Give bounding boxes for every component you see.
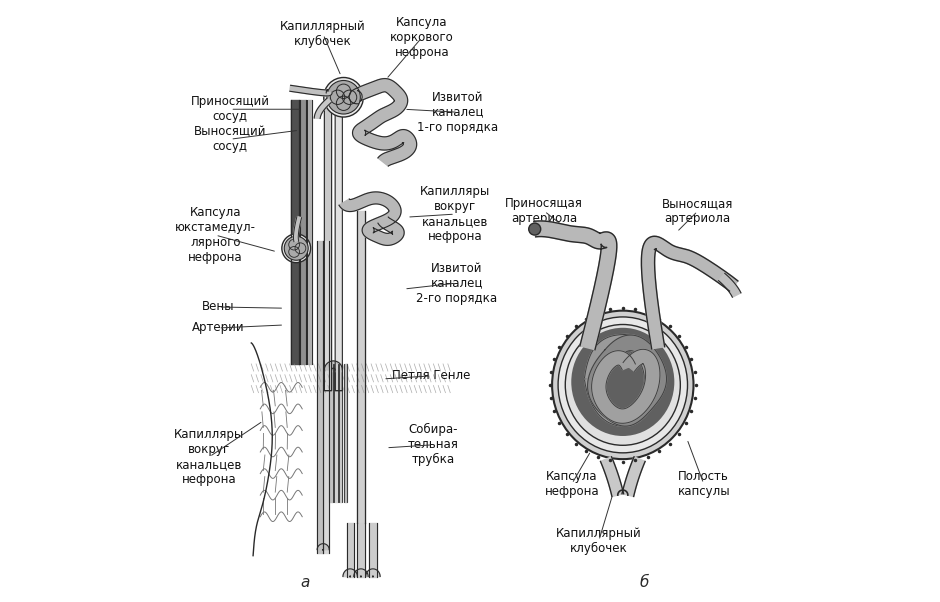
Circle shape: [528, 223, 540, 235]
Text: Капсула
нефрона: Капсула нефрона: [544, 470, 599, 498]
Polygon shape: [336, 98, 342, 391]
Text: Капилляры
вокруг
канальцев
нефрона: Капилляры вокруг канальцев нефрона: [420, 185, 490, 243]
Polygon shape: [357, 523, 365, 577]
Polygon shape: [307, 101, 312, 364]
Text: Капиллярный
клубочек: Капиллярный клубочек: [556, 527, 642, 555]
Ellipse shape: [565, 324, 681, 445]
Polygon shape: [343, 364, 347, 501]
Text: Артерии: Артерии: [192, 321, 244, 335]
Polygon shape: [366, 569, 380, 577]
Polygon shape: [329, 364, 333, 501]
Text: Петля Генле: Петля Генле: [392, 370, 470, 382]
Text: Капиллярный
клубочек: Капиллярный клубочек: [280, 20, 366, 48]
Polygon shape: [339, 192, 404, 246]
Text: б: б: [639, 575, 649, 590]
Polygon shape: [334, 364, 337, 501]
Circle shape: [327, 81, 360, 114]
Text: а: а: [301, 575, 310, 590]
Text: Вены: Вены: [202, 300, 235, 314]
Polygon shape: [293, 217, 302, 241]
Polygon shape: [323, 241, 329, 553]
Text: Выносящий
сосуд: Выносящий сосуд: [194, 125, 267, 154]
Polygon shape: [291, 101, 299, 364]
Polygon shape: [369, 523, 377, 577]
Polygon shape: [585, 335, 661, 426]
Text: Приносящая
артериола: Приносящая артериола: [506, 197, 583, 225]
Text: Извитой
каналец
2-го порядка: Извитой каналец 2-го порядка: [416, 261, 497, 305]
Circle shape: [282, 234, 310, 262]
Polygon shape: [301, 101, 306, 364]
Polygon shape: [347, 523, 353, 577]
Polygon shape: [718, 273, 741, 297]
Polygon shape: [338, 364, 342, 501]
Ellipse shape: [558, 317, 687, 453]
Ellipse shape: [552, 311, 694, 459]
Text: Собира-
тельная
трубка: Собира- тельная трубка: [407, 423, 459, 467]
Polygon shape: [601, 457, 623, 497]
Polygon shape: [641, 236, 738, 349]
Circle shape: [284, 236, 308, 260]
Polygon shape: [324, 98, 332, 391]
Polygon shape: [591, 349, 660, 423]
Text: Капилляры
вокруг
канальцев
нефрона: Капилляры вокруг канальцев нефрона: [174, 428, 244, 486]
Text: Приносящий
сосуд: Приносящий сосуд: [191, 95, 270, 123]
Polygon shape: [324, 361, 342, 370]
Polygon shape: [317, 241, 323, 553]
Polygon shape: [353, 569, 368, 577]
Text: Выносящая
артериола: Выносящая артериола: [662, 197, 733, 225]
Polygon shape: [349, 79, 416, 166]
Polygon shape: [357, 211, 365, 523]
Text: Извитой
каналец
1-го порядка: Извитой каналец 1-го порядка: [417, 91, 498, 134]
Polygon shape: [588, 335, 666, 426]
Polygon shape: [317, 544, 329, 550]
Polygon shape: [622, 457, 645, 497]
Ellipse shape: [572, 327, 674, 436]
Text: Капсула
юкстамедул-
лярного
нефрона: Капсула юкстамедул- лярного нефрона: [175, 206, 256, 264]
Polygon shape: [534, 221, 617, 350]
Polygon shape: [343, 569, 357, 577]
Polygon shape: [290, 85, 332, 96]
Text: Капсула
коркового
нефрона: Капсула коркового нефрона: [390, 16, 454, 59]
Text: Полость
капсулы: Полость капсулы: [678, 470, 730, 498]
Circle shape: [323, 78, 364, 117]
Polygon shape: [314, 98, 331, 119]
